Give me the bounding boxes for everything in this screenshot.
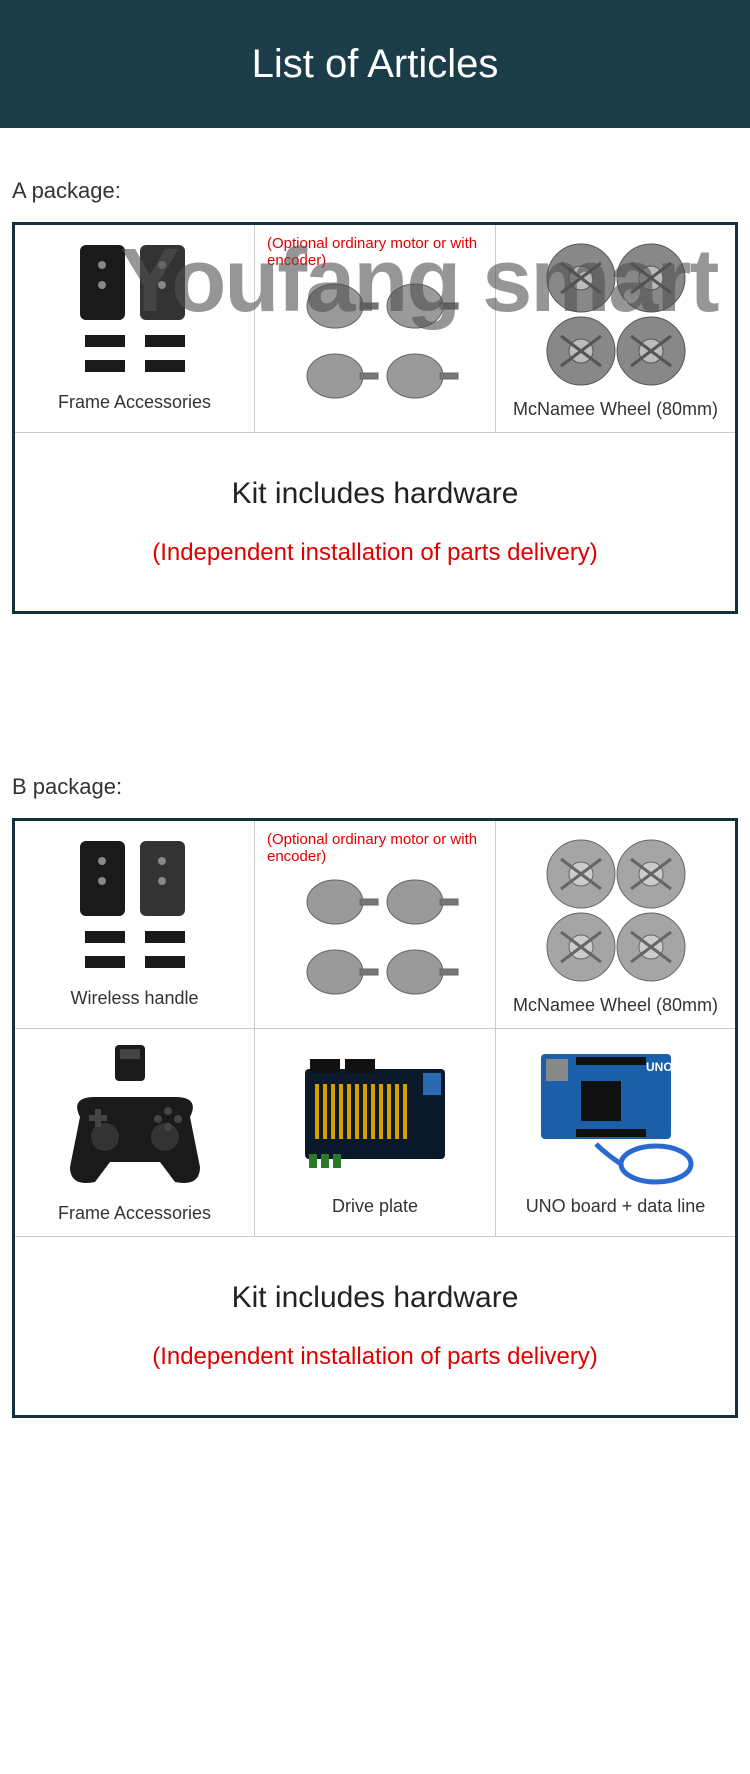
pkg-a-cell-frame: Frame Accessories (15, 225, 254, 425)
package-a-label: A package: (12, 178, 738, 204)
pkg-b-cell-controller: Frame Accessories (15, 1029, 254, 1236)
package-b-section: B package: (0, 774, 750, 1418)
cell-caption: Drive plate (330, 1190, 420, 1221)
cell-caption: Wireless handle (68, 982, 200, 1013)
cell-caption: Frame Accessories (56, 1197, 213, 1228)
pkg-b-cell-wheel: McNamee Wheel (80mm) (496, 821, 735, 1028)
motor-note: (Optional ordinary motor or with encoder… (263, 233, 487, 271)
mecanum-wheel-image (504, 829, 727, 989)
kit-subtitle: (Independent installation of parts deliv… (15, 539, 735, 567)
package-b-label: B package: (12, 774, 738, 800)
cell-caption: McNamee Wheel (80mm) (511, 393, 720, 424)
kit-title: Kit includes hardware (15, 1281, 735, 1315)
cell-caption: Frame Accessories (56, 386, 213, 417)
package-b-table: Wireless handle (Optional ordinary motor… (12, 818, 738, 1418)
section-spacer (0, 614, 750, 724)
page-header: List of Articles (0, 0, 750, 128)
drive-plate-image (263, 1037, 487, 1190)
motor-image (263, 271, 487, 421)
frame-image (23, 829, 246, 982)
kit-subtitle: (Independent installation of parts deliv… (15, 1343, 735, 1371)
controller-image (23, 1037, 246, 1197)
pkg-b-cell-handle: Wireless handle (15, 821, 254, 1021)
cell-caption: UNO board + data line (524, 1190, 708, 1221)
uno-board-image: UNO (504, 1037, 727, 1190)
kit-title: Kit includes hardware (15, 477, 735, 511)
motor-note: (Optional ordinary motor or with encoder… (263, 829, 487, 867)
page-title: List of Articles (252, 42, 499, 87)
pkg-b-cell-drive: Drive plate (255, 1029, 495, 1229)
package-a-table: Frame Accessories (Optional ordinary mot… (12, 222, 738, 614)
frame-accessories-image (23, 233, 246, 386)
pkg-a-cell-wheel: McNamee Wheel (80mm) (496, 225, 735, 432)
pkg-b-cell-uno: UNO UNO board + data line (496, 1029, 735, 1229)
cell-caption: McNamee Wheel (80mm) (511, 989, 720, 1020)
motor-image (263, 867, 487, 1017)
package-a-section: A package: (0, 178, 750, 614)
pkg-b-cell-motor: (Optional ordinary motor or with encoder… (255, 821, 495, 1025)
pkg-a-cell-motor: (Optional ordinary motor or with encoder… (255, 225, 495, 429)
svg-text:UNO: UNO (646, 1060, 673, 1074)
mecanum-wheel-image (504, 233, 727, 393)
